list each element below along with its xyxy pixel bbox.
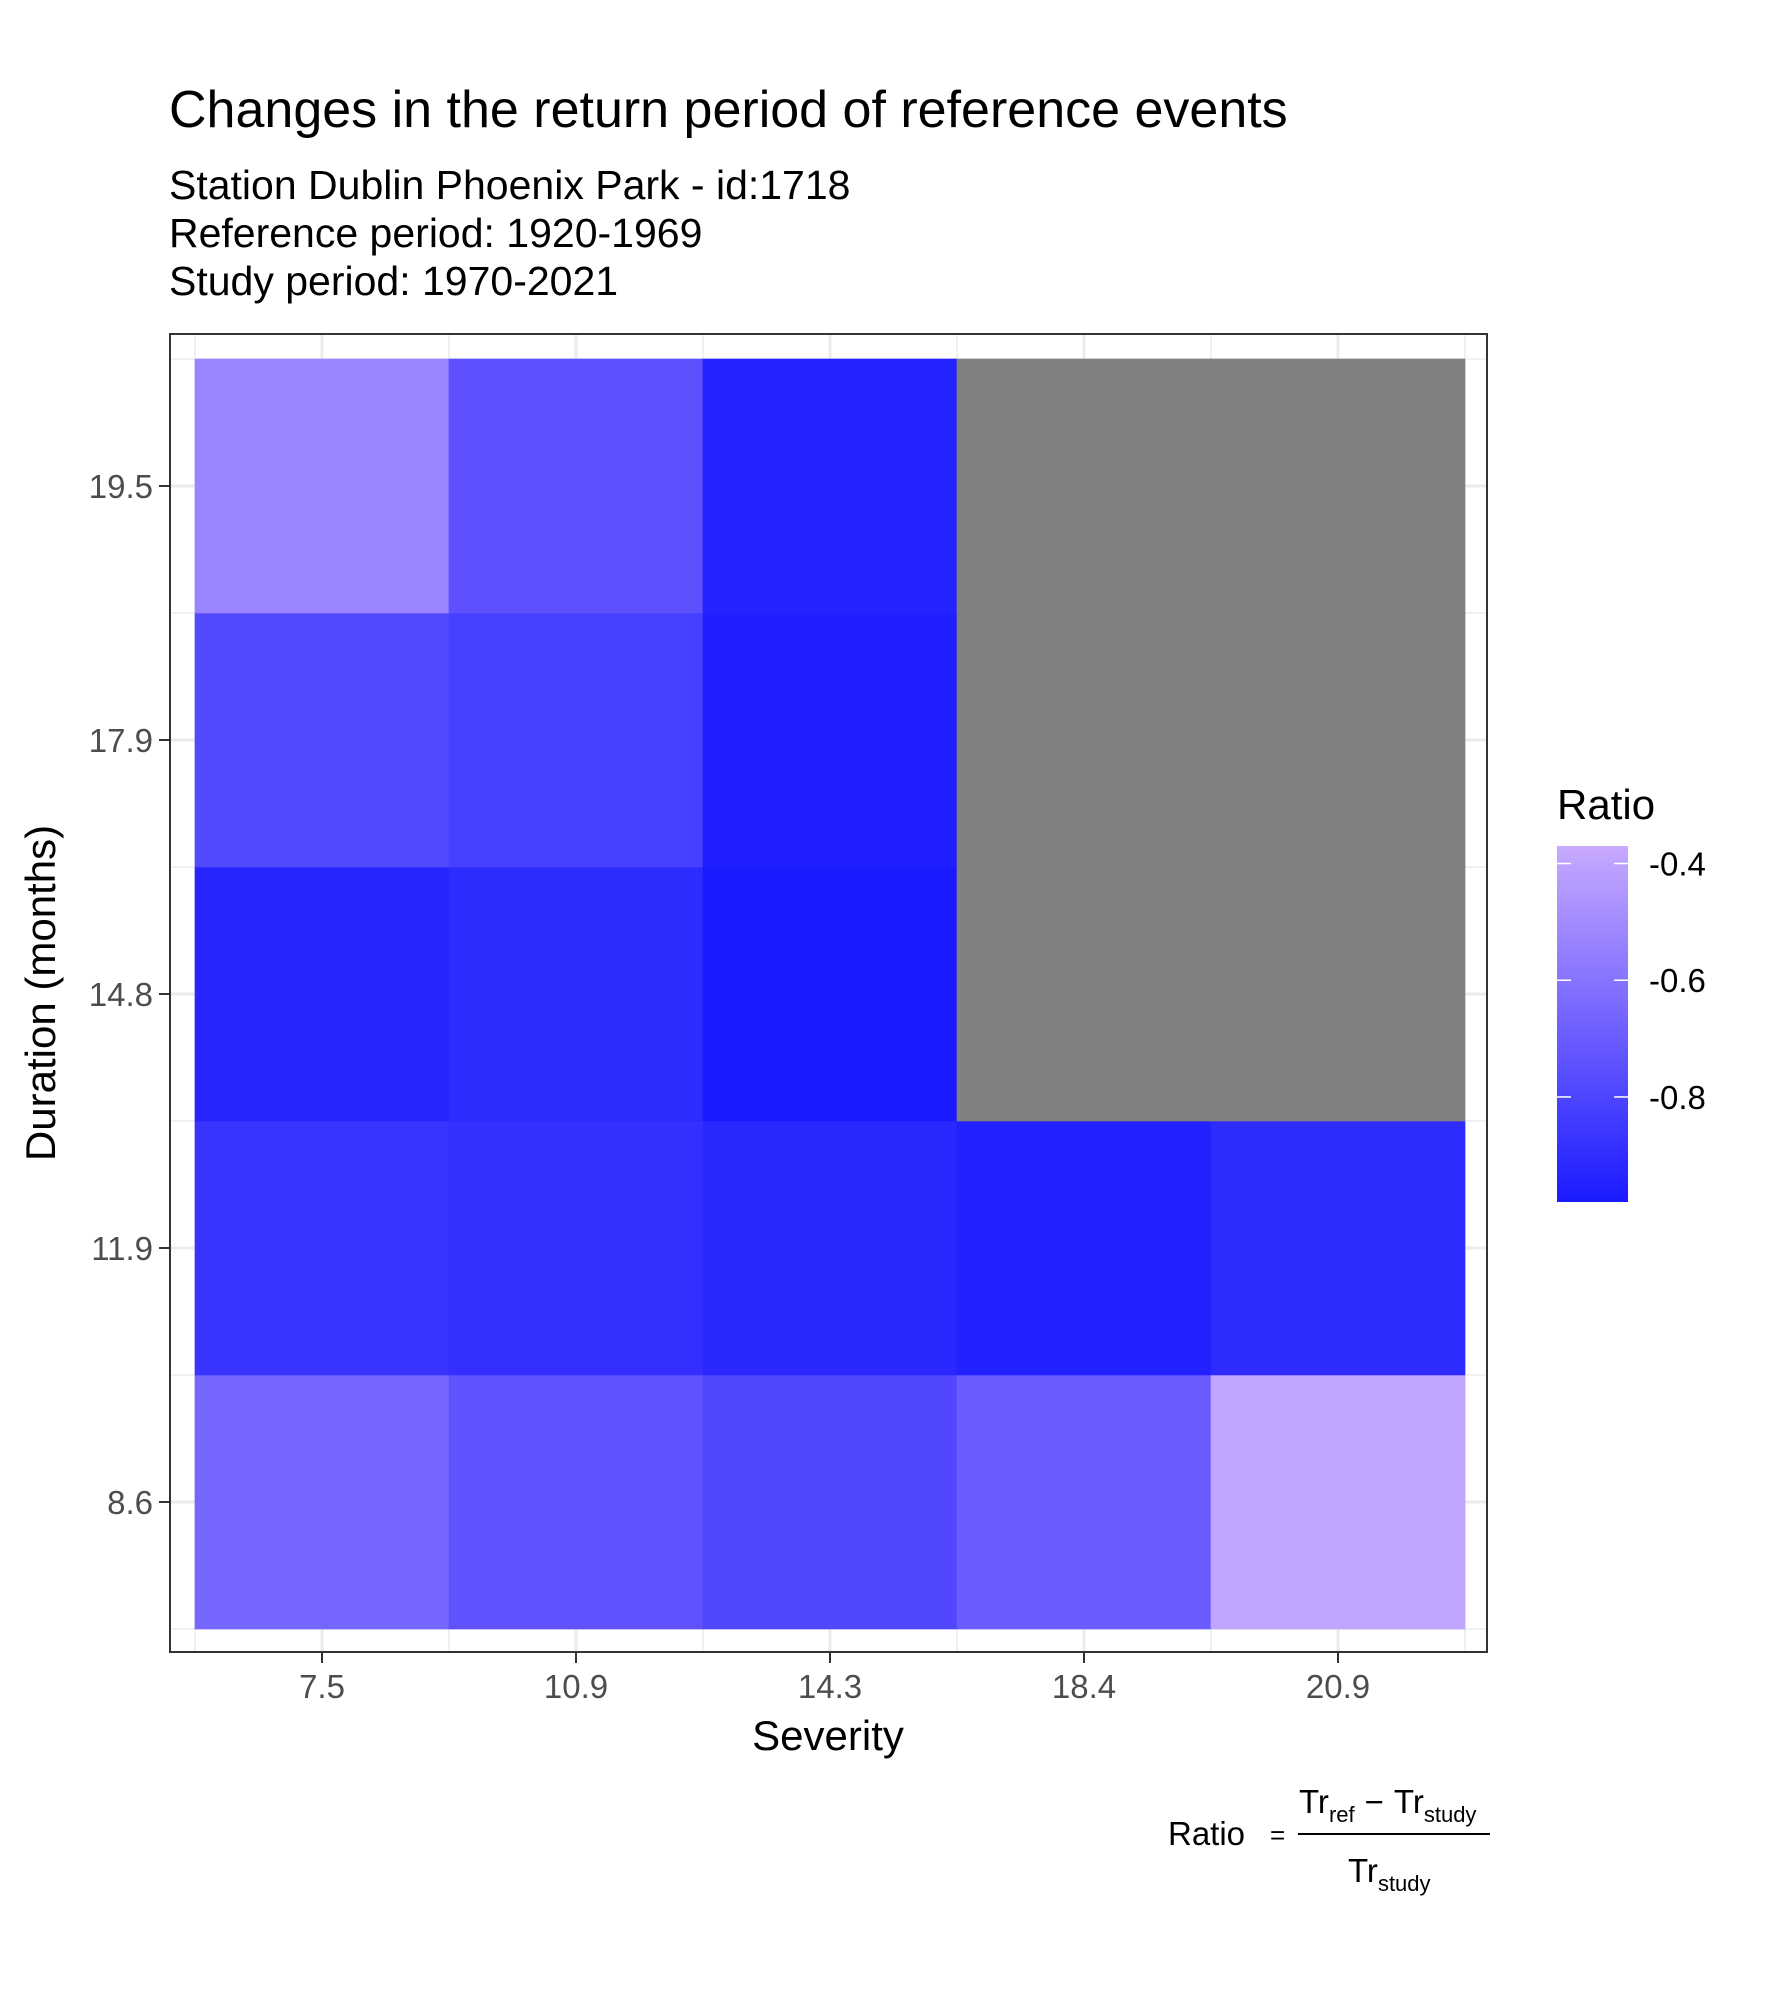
heatmap-cell bbox=[448, 1120, 704, 1376]
subtitle-reference-period: Reference period: 1920-1969 bbox=[169, 210, 703, 256]
heatmap-cell bbox=[956, 358, 1212, 614]
heatmap-cells bbox=[194, 358, 1466, 1630]
formula-den: Tr bbox=[1348, 1852, 1378, 1889]
heatmap-cell bbox=[702, 1374, 958, 1630]
heatmap-cell bbox=[194, 1120, 450, 1376]
formula-minus: − bbox=[1365, 1783, 1384, 1820]
ratio-formula: Ratio = Trref − Trstudy Trstudy bbox=[1168, 1783, 1490, 1896]
legend: Ratio -0.4 -0.6 -0.8 bbox=[1557, 781, 1706, 1202]
heatmap-cell bbox=[448, 1374, 704, 1630]
legend-break-label: -0.4 bbox=[1649, 846, 1706, 883]
chart-title: Changes in the return period of referenc… bbox=[169, 81, 1288, 139]
formula-den-sub: study bbox=[1378, 1871, 1431, 1896]
heatmap-cell bbox=[194, 612, 450, 868]
heatmap-cell bbox=[448, 866, 704, 1122]
formula-denominator: Trstudy bbox=[1348, 1852, 1431, 1896]
heatmap-cell bbox=[956, 612, 1212, 868]
formula-numerator: Trref − Trstudy bbox=[1299, 1783, 1476, 1827]
y-tick-label: 11.9 bbox=[91, 1230, 153, 1267]
x-tick-label: 7.5 bbox=[299, 1668, 345, 1705]
heatmap-cell bbox=[448, 358, 704, 614]
heatmap-cell bbox=[1210, 612, 1466, 868]
subtitle-study-period: Study period: 1970-2021 bbox=[169, 258, 619, 304]
x-axis: 7.5 10.9 14.3 18.4 20.9 bbox=[299, 1652, 1370, 1705]
y-tick-label: 19.5 bbox=[89, 468, 153, 505]
heatmap-cell bbox=[956, 866, 1212, 1122]
legend-break-label: -0.8 bbox=[1649, 1079, 1706, 1116]
x-tick-label: 20.9 bbox=[1306, 1668, 1370, 1705]
legend-break-label: -0.6 bbox=[1649, 962, 1706, 999]
x-tick-label: 14.3 bbox=[798, 1668, 862, 1705]
heatmap-cell bbox=[1210, 358, 1466, 614]
heatmap-cell bbox=[702, 866, 958, 1122]
y-axis-title: Duration (months) bbox=[17, 825, 64, 1161]
heatmap-cell bbox=[194, 358, 450, 614]
heatmap-cell bbox=[194, 866, 450, 1122]
heatmap-cell bbox=[702, 612, 958, 868]
heatmap-cell bbox=[702, 1120, 958, 1376]
heatmap-cell bbox=[194, 1374, 450, 1630]
y-axis: 8.6 11.9 14.8 17.9 19.5 bbox=[89, 468, 170, 1521]
formula-num-b-sub: study bbox=[1424, 1802, 1477, 1827]
formula-equals: = bbox=[1270, 1820, 1285, 1850]
heatmap-cell bbox=[702, 358, 958, 614]
heatmap-cell bbox=[1210, 1120, 1466, 1376]
y-tick-label: 8.6 bbox=[107, 1484, 153, 1521]
legend-title: Ratio bbox=[1557, 781, 1655, 828]
heatmap-cell bbox=[1210, 866, 1466, 1122]
heatmap-cell bbox=[448, 612, 704, 868]
subtitle-station: Station Dublin Phoenix Park - id:1718 bbox=[169, 162, 851, 208]
heatmap-cell bbox=[956, 1120, 1212, 1376]
formula-num-a: Tr bbox=[1299, 1783, 1329, 1820]
x-tick-label: 10.9 bbox=[544, 1668, 608, 1705]
formula-lhs: Ratio bbox=[1168, 1815, 1245, 1852]
x-tick-label: 18.4 bbox=[1052, 1668, 1116, 1705]
x-axis-title: Severity bbox=[752, 1712, 904, 1759]
y-tick-label: 17.9 bbox=[89, 722, 153, 759]
heatmap-cell bbox=[956, 1374, 1212, 1630]
heatmap-cell bbox=[1210, 1374, 1466, 1630]
formula-num-a-sub: ref bbox=[1329, 1802, 1356, 1827]
formula-num-b: Tr bbox=[1394, 1783, 1424, 1820]
y-tick-label: 14.8 bbox=[89, 976, 153, 1013]
legend-ticks: -0.4 -0.6 -0.8 bbox=[1557, 846, 1706, 1116]
legend-colorbar bbox=[1557, 846, 1628, 1202]
